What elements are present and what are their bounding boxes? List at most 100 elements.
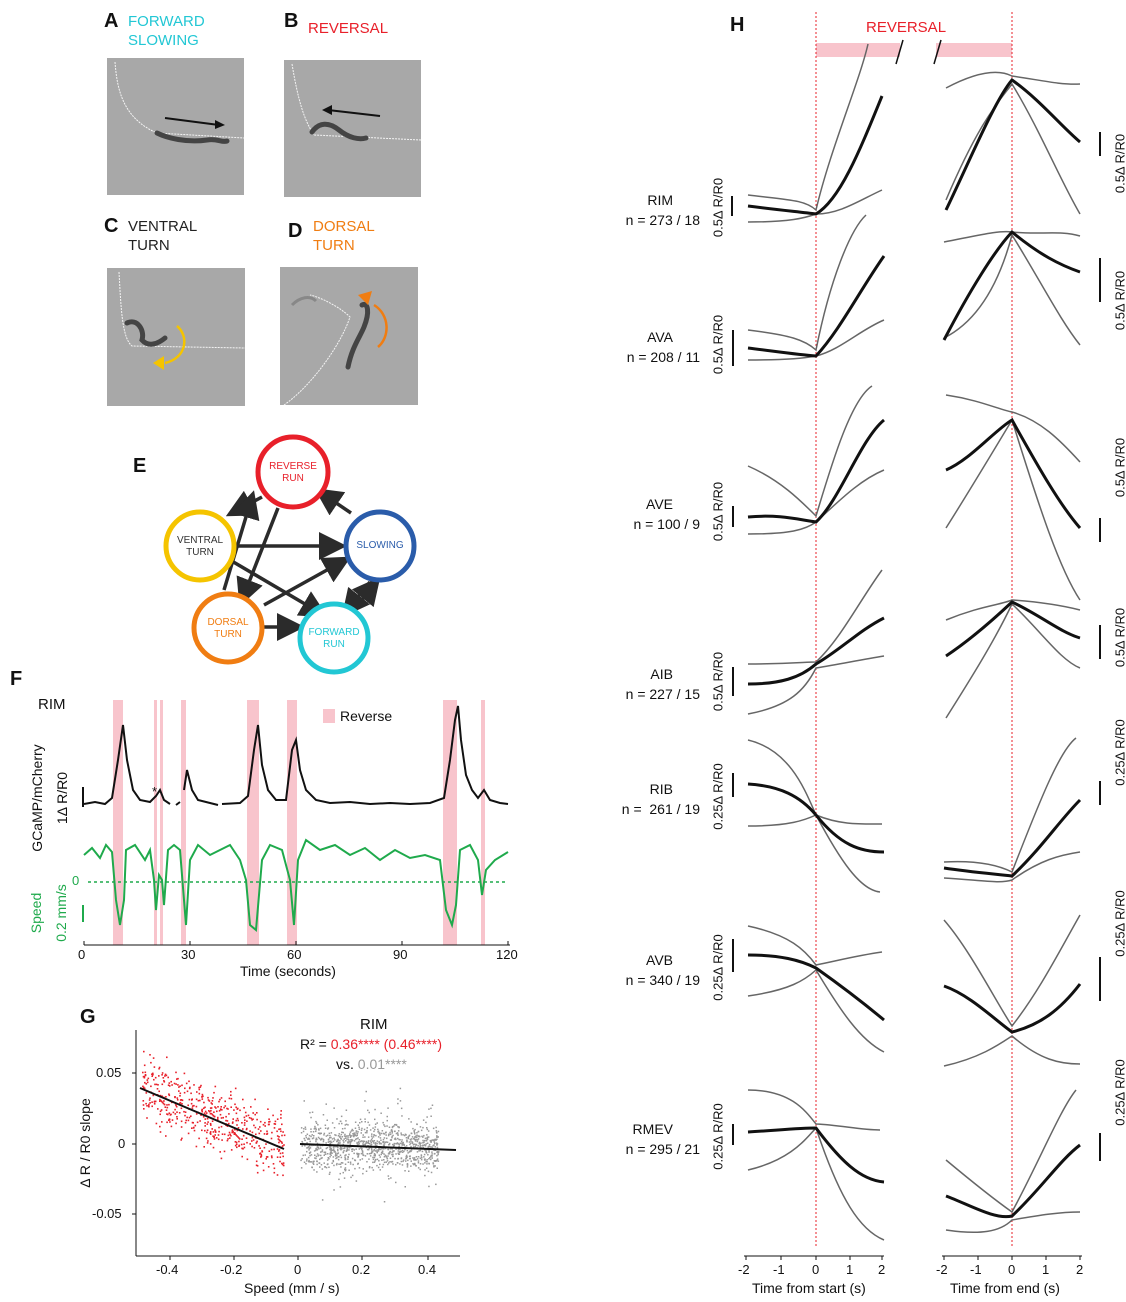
gray-point (365, 1142, 367, 1144)
red-point (208, 1110, 211, 1113)
h-trace-upper-start (747, 739, 883, 825)
h-row-scale-left: 0.25Δ R/R0 (710, 763, 726, 830)
gray-point (326, 1146, 329, 1149)
gray-point (436, 1146, 439, 1149)
red-point (203, 1146, 205, 1148)
gray-point (317, 1146, 320, 1149)
gray-point (410, 1121, 412, 1123)
panel-g-xtick: 0.2 (352, 1262, 371, 1277)
gray-point (323, 1151, 325, 1153)
gray-point (355, 1148, 357, 1150)
gray-point (424, 1158, 426, 1160)
gray-point (347, 1141, 349, 1143)
gray-point (302, 1154, 304, 1157)
gray-point (391, 1153, 393, 1156)
gray-point (413, 1163, 415, 1166)
gray-point (413, 1131, 415, 1133)
gray-point (417, 1139, 419, 1141)
red-point (178, 1086, 180, 1088)
gray-point (353, 1149, 355, 1151)
gray-point (434, 1142, 436, 1145)
gray-point (361, 1150, 364, 1152)
gray-point (405, 1157, 408, 1159)
gray-point (303, 1100, 305, 1102)
gray-point (386, 1125, 388, 1127)
gray-point (403, 1143, 405, 1146)
gray-point (430, 1154, 432, 1157)
gray-point (306, 1158, 308, 1160)
gray-point (419, 1142, 421, 1145)
gray-point (387, 1163, 389, 1166)
gray-point (333, 1148, 335, 1150)
red-point (262, 1123, 265, 1126)
red-point (175, 1104, 177, 1107)
red-point (209, 1132, 212, 1134)
gray-point (322, 1114, 325, 1116)
gray-point (426, 1134, 428, 1136)
gray-point (361, 1152, 364, 1154)
gray-point (419, 1163, 422, 1165)
h-row-scale-right: 0.5Δ R/R0 (1112, 133, 1126, 194)
red-point (256, 1112, 258, 1114)
red-point (164, 1075, 166, 1077)
red-point (185, 1082, 188, 1085)
red-point (235, 1141, 238, 1144)
red-point (206, 1142, 209, 1144)
gray-point (332, 1160, 335, 1163)
gray-point (423, 1139, 426, 1142)
gray-point (315, 1157, 317, 1160)
gray-point (387, 1134, 390, 1137)
red-point (234, 1132, 236, 1134)
gray-point (312, 1163, 315, 1165)
gray-point (334, 1134, 336, 1136)
red-point (184, 1121, 187, 1124)
gray-point (369, 1155, 372, 1157)
gray-point (360, 1140, 363, 1142)
red-point (231, 1131, 233, 1134)
h-trace-mean-end (942, 229, 1081, 341)
gray-point (371, 1166, 373, 1169)
gray-point (307, 1146, 310, 1148)
red-point (190, 1115, 192, 1117)
gray-point (425, 1150, 427, 1152)
gray-point (428, 1162, 430, 1165)
gray-point (361, 1158, 364, 1160)
red-point (265, 1156, 268, 1158)
gray-point (336, 1118, 338, 1120)
gray-point (408, 1141, 411, 1143)
gray-point (327, 1128, 329, 1130)
gray-point (430, 1171, 433, 1174)
gray-point (308, 1159, 310, 1162)
red-point (241, 1138, 243, 1140)
panel-f-xtick: 30 (181, 947, 196, 962)
gray-point (362, 1134, 364, 1136)
gray-point (333, 1164, 335, 1167)
gray-point (427, 1146, 429, 1148)
red-point (247, 1114, 250, 1117)
h-trace-upper-end (943, 914, 1081, 1028)
gray-point (382, 1138, 385, 1141)
gray-point (323, 1134, 325, 1136)
gray-point (328, 1158, 330, 1160)
gray-point (362, 1144, 365, 1147)
gray-point (371, 1151, 373, 1154)
red-point (236, 1146, 238, 1149)
h-trace-upper-end (945, 71, 1081, 89)
gray-point (416, 1151, 419, 1153)
red-point (180, 1139, 182, 1141)
red-point (271, 1156, 273, 1159)
red-point (174, 1096, 176, 1099)
gray-point (368, 1166, 371, 1168)
gray-point (361, 1147, 363, 1150)
gray-point (371, 1133, 373, 1135)
gray-point (340, 1120, 342, 1123)
gray-point (404, 1170, 406, 1172)
red-point (264, 1125, 266, 1127)
red-point (266, 1156, 269, 1158)
gray-point (360, 1147, 362, 1149)
gray-point (328, 1166, 330, 1168)
red-point (270, 1137, 273, 1140)
h-xtick-start: 1 (846, 1262, 854, 1277)
gray-point (413, 1157, 416, 1159)
